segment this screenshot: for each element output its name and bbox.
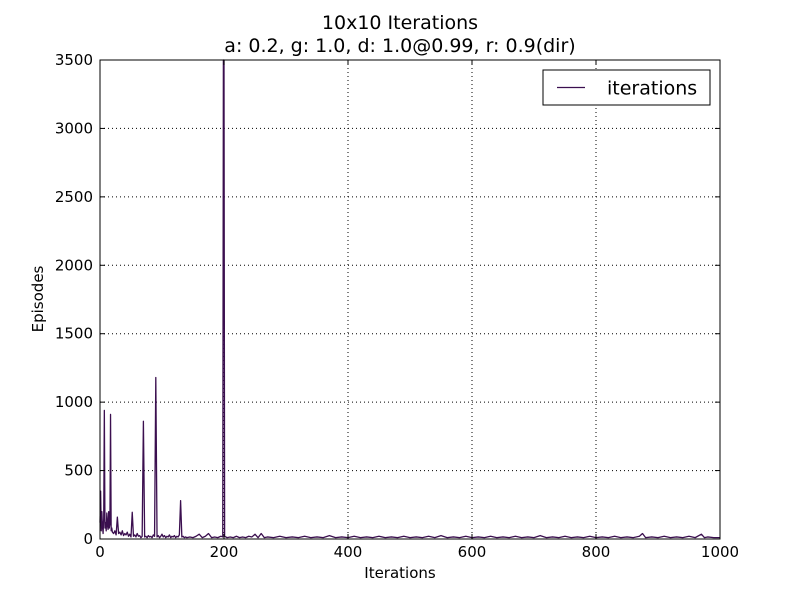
legend: iterations xyxy=(542,69,711,106)
chart-subtitle: a: 0.2, g: 1.0, d: 1.0@0.99, r: 0.9(dir) xyxy=(224,35,576,57)
y-tick-label: 2500 xyxy=(55,188,93,206)
grid xyxy=(100,60,720,539)
x-tick-label: 0 xyxy=(95,543,105,561)
series-line-iterations xyxy=(99,59,720,539)
chart-title: 10x10 Iterations xyxy=(321,12,479,34)
y-tick-label: 2000 xyxy=(55,256,93,274)
y-tick-label: 500 xyxy=(64,462,93,480)
plot-frame xyxy=(99,59,721,540)
series-layer xyxy=(99,59,720,539)
y-tick-label: 0 xyxy=(83,530,93,548)
x-tick-label: 1000 xyxy=(701,543,739,561)
y-tick-label: 1500 xyxy=(55,325,93,343)
x-tick-label: 400 xyxy=(334,543,363,561)
x-tick-label: 200 xyxy=(210,543,239,561)
x-axis-label: Iterations xyxy=(364,564,436,582)
y-tick-label: 3000 xyxy=(55,119,93,137)
x-tick-label: 600 xyxy=(458,543,487,561)
x-tick-label: 800 xyxy=(582,543,611,561)
legend-label: iterations xyxy=(607,78,697,100)
ticks: 0 200 400 600 800 1000 0 500 1000 1500 2000 2500 300… xyxy=(55,51,739,561)
y-tick-label: 3500 xyxy=(55,51,93,69)
y-axis-label: Episodes xyxy=(29,265,47,333)
y-tick-label: 1000 xyxy=(55,393,93,411)
